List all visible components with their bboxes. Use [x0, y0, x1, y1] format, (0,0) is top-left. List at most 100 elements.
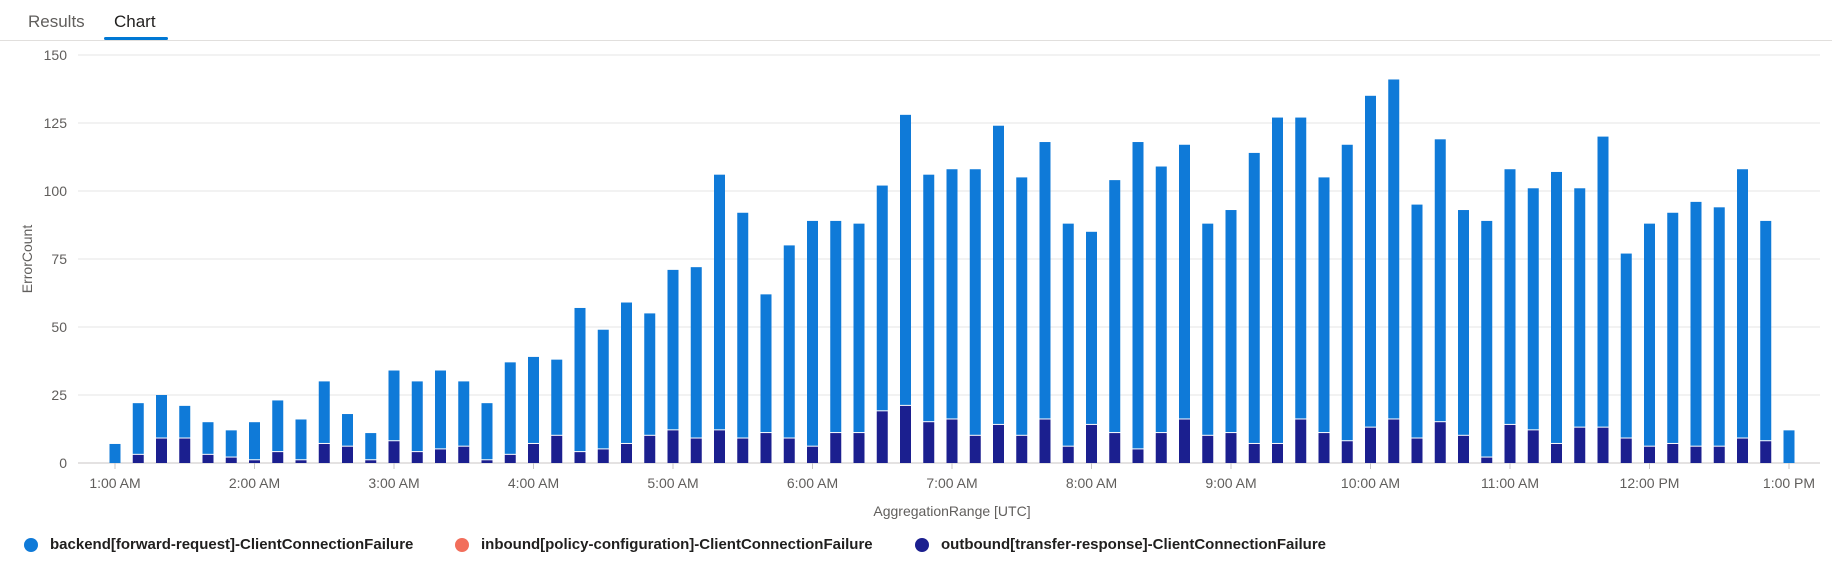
bar-outbound[interactable] [365, 460, 377, 463]
bar-outbound[interactable] [760, 433, 772, 463]
bar-outbound[interactable] [993, 424, 1004, 463]
bar-outbound[interactable] [179, 438, 191, 463]
bar-outbound[interactable] [1272, 443, 1283, 463]
bar-outbound[interactable] [1365, 427, 1376, 463]
bar-backend[interactable] [388, 370, 400, 441]
bar-backend[interactable] [1551, 171, 1562, 443]
bar-outbound[interactable] [272, 452, 284, 463]
bar-outbound[interactable] [969, 435, 981, 463]
bar-backend[interactable] [179, 405, 191, 438]
bar-outbound[interactable] [435, 449, 446, 463]
bar-outbound[interactable] [1597, 427, 1609, 463]
bar-outbound[interactable] [1109, 433, 1121, 463]
bar-outbound[interactable] [1737, 438, 1748, 463]
bar-backend[interactable] [109, 443, 121, 463]
bar-backend[interactable] [1644, 223, 1655, 446]
bar-outbound[interactable] [574, 452, 586, 463]
bar-outbound[interactable] [1318, 433, 1330, 463]
bar-backend[interactable] [225, 430, 237, 457]
bar-outbound[interactable] [667, 430, 679, 463]
bar-backend[interactable] [1620, 253, 1632, 438]
bar-backend[interactable] [644, 313, 656, 435]
bar-backend[interactable] [481, 403, 493, 460]
bar-outbound[interactable] [458, 446, 470, 463]
bar-outbound[interactable] [1551, 443, 1562, 463]
bar-backend[interactable] [714, 174, 725, 430]
bar-outbound[interactable] [1481, 457, 1493, 463]
bar-backend[interactable] [1667, 212, 1679, 443]
bar-outbound[interactable] [1225, 433, 1237, 463]
bar-backend[interactable] [737, 212, 749, 438]
bar-outbound[interactable] [830, 433, 842, 463]
bar-outbound[interactable] [621, 443, 632, 463]
bar-backend[interactable] [1434, 139, 1446, 422]
bar-backend[interactable] [1062, 223, 1074, 446]
bar-backend[interactable] [969, 169, 981, 435]
bar-backend[interactable] [1248, 152, 1260, 443]
bar-outbound[interactable] [295, 460, 307, 463]
legend-item-backend[interactable]: backend[forward-request]-ClientConnectio… [24, 536, 413, 553]
bar-backend[interactable] [156, 395, 167, 438]
bar-backend[interactable] [458, 381, 470, 446]
bar-backend[interactable] [1574, 188, 1586, 427]
bar-backend[interactable] [1365, 95, 1376, 427]
bar-backend[interactable] [1109, 180, 1121, 433]
bar-backend[interactable] [574, 307, 586, 452]
bar-outbound[interactable] [156, 438, 167, 463]
bar-outbound[interactable] [1644, 446, 1655, 463]
bar-outbound[interactable] [1039, 419, 1051, 463]
bar-outbound[interactable] [737, 438, 749, 463]
bar-outbound[interactable] [714, 430, 725, 463]
bar-backend[interactable] [783, 245, 795, 438]
bar-backend[interactable] [667, 269, 679, 430]
bar-outbound[interactable] [1388, 419, 1400, 463]
bar-backend[interactable] [342, 414, 353, 446]
bar-backend[interactable] [551, 359, 563, 435]
bar-outbound[interactable] [644, 435, 656, 463]
bar-backend[interactable] [900, 114, 911, 405]
bar-outbound[interactable] [1434, 422, 1446, 463]
bar-backend[interactable] [365, 433, 377, 460]
bar-backend[interactable] [830, 220, 842, 433]
bar-outbound[interactable] [876, 411, 888, 463]
bar-backend[interactable] [1504, 169, 1516, 424]
bar-backend[interactable] [597, 329, 609, 449]
bar-backend[interactable] [249, 422, 260, 460]
bar-outbound[interactable] [249, 460, 260, 463]
bar-outbound[interactable] [202, 454, 214, 463]
tab-chart[interactable]: Chart [114, 12, 156, 31]
bar-backend[interactable] [1016, 177, 1028, 435]
bar-outbound[interactable] [1202, 435, 1214, 463]
bar-backend[interactable] [1155, 166, 1167, 433]
bar-outbound[interactable] [946, 419, 958, 463]
bar-outbound[interactable] [1458, 435, 1469, 463]
bar-backend[interactable] [946, 169, 958, 419]
bar-outbound[interactable] [1132, 449, 1144, 463]
bar-backend[interactable] [1783, 430, 1795, 463]
bar-backend[interactable] [1597, 136, 1609, 427]
bar-backend[interactable] [1179, 144, 1190, 419]
bar-outbound[interactable] [1179, 419, 1190, 463]
bar-outbound[interactable] [597, 449, 609, 463]
bar-backend[interactable] [1760, 220, 1772, 441]
bar-backend[interactable] [621, 302, 632, 443]
bar-backend[interactable] [318, 381, 330, 443]
bar-backend[interactable] [876, 185, 888, 411]
bar-outbound[interactable] [1248, 443, 1260, 463]
bar-outbound[interactable] [1527, 430, 1539, 463]
bar-outbound[interactable] [1411, 438, 1423, 463]
bar-outbound[interactable] [388, 441, 400, 463]
bar-backend[interactable] [295, 419, 307, 460]
bar-backend[interactable] [1458, 210, 1469, 435]
bar-backend[interactable] [1225, 210, 1237, 433]
bar-backend[interactable] [1318, 177, 1330, 433]
legend-item-outbound[interactable]: outbound[transfer-response]-ClientConnec… [915, 536, 1326, 553]
bar-backend[interactable] [504, 362, 516, 454]
bar-backend[interactable] [435, 370, 446, 449]
bar-outbound[interactable] [1086, 424, 1097, 463]
bar-backend[interactable] [528, 356, 539, 443]
bar-outbound[interactable] [1574, 427, 1586, 463]
bar-outbound[interactable] [1341, 441, 1353, 463]
bar-backend[interactable] [807, 220, 818, 446]
bar-outbound[interactable] [1667, 443, 1679, 463]
